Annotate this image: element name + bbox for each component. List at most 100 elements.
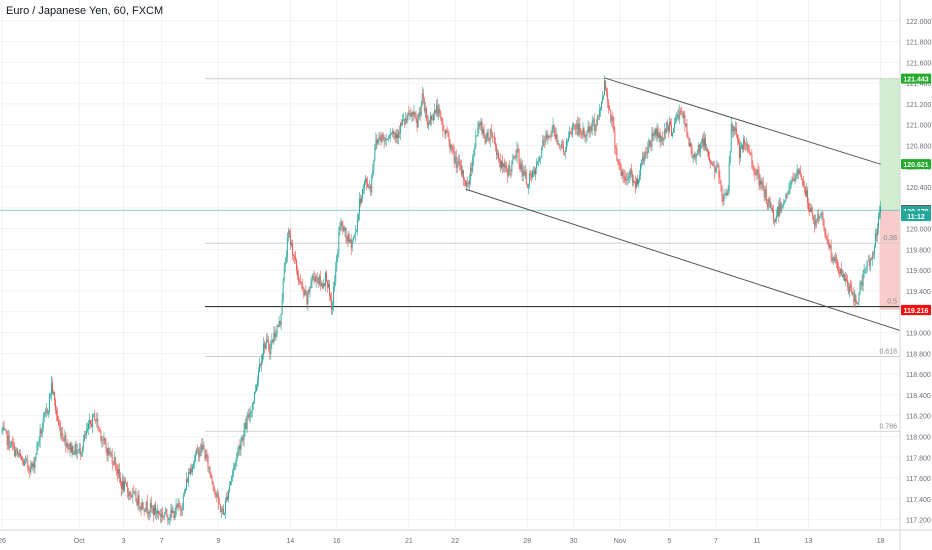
candle-body <box>477 127 479 136</box>
candle-body <box>126 482 128 487</box>
candle-body <box>777 206 779 217</box>
candle-body <box>177 503 179 508</box>
price-tag <box>901 305 931 316</box>
candle-body <box>809 209 810 212</box>
candle-body <box>1 430 3 432</box>
candle-body <box>695 154 697 158</box>
candle-body <box>751 154 753 164</box>
y-tick-label: 118.600 <box>906 372 931 379</box>
candle-body <box>530 175 532 178</box>
candle-body <box>728 162 730 192</box>
candle-body <box>76 450 78 455</box>
candle-body <box>788 189 790 194</box>
candle-body <box>643 156 645 162</box>
candle-body <box>363 187 364 189</box>
candle-body <box>139 506 141 508</box>
y-tick-label: 117.400 <box>906 497 931 504</box>
candle-body <box>412 112 414 115</box>
candle-body <box>656 128 658 136</box>
candle-body <box>179 505 181 509</box>
candle-body <box>283 266 285 281</box>
candle-body <box>476 135 478 136</box>
candle-body <box>80 452 82 455</box>
candle-body <box>175 505 177 515</box>
candle-body <box>453 150 455 163</box>
candle-body <box>849 284 851 293</box>
candle-body <box>873 246 875 255</box>
candle-body <box>87 428 88 431</box>
x-tick-label: 30 <box>570 538 578 545</box>
candle-body <box>576 123 578 130</box>
candle-body <box>259 363 260 372</box>
candle-body <box>167 515 169 520</box>
candle-body <box>254 391 256 393</box>
candle-body <box>427 122 429 126</box>
candle-body <box>204 448 206 459</box>
candle-body <box>445 130 447 135</box>
candle-body <box>572 125 574 134</box>
candle-body <box>823 219 825 229</box>
candle-body <box>390 133 392 135</box>
candle-body <box>779 203 781 216</box>
candle-body <box>509 165 511 171</box>
price-tag-label: 120.621 <box>903 162 928 169</box>
candle-body <box>33 463 35 468</box>
candle-body <box>239 445 241 450</box>
candle-body <box>805 190 807 197</box>
candle-body <box>857 302 859 304</box>
x-tick-label: 22 <box>451 538 459 545</box>
candle-body <box>742 145 744 150</box>
candle-body <box>577 123 579 135</box>
candle-body <box>2 426 4 431</box>
candle-body <box>58 420 60 426</box>
candle-body <box>551 132 553 137</box>
y-tick-label: 117.200 <box>906 518 931 525</box>
candle-body <box>690 142 692 150</box>
candle-body <box>88 423 89 429</box>
candle-body <box>436 105 438 113</box>
candle-body <box>190 468 191 474</box>
candle-body <box>676 117 678 119</box>
candle-body <box>617 160 619 162</box>
y-tick-label: 118.200 <box>906 414 931 421</box>
candle-body <box>5 429 7 432</box>
candle-body <box>553 124 555 130</box>
candle-body <box>366 178 368 183</box>
candle-body <box>62 433 64 439</box>
candle-body <box>56 410 58 415</box>
candle-body <box>627 177 629 180</box>
candle-body <box>407 112 409 120</box>
candle-body <box>872 253 874 255</box>
candle-body <box>486 132 488 141</box>
candle-body <box>115 466 117 469</box>
candle-body <box>444 130 446 135</box>
candle-body <box>611 117 613 121</box>
candle-body <box>171 509 173 513</box>
candle-body <box>355 231 357 233</box>
candle-body <box>632 180 634 183</box>
candle-body <box>664 129 666 134</box>
candle-body <box>769 202 771 208</box>
candle-body <box>796 169 798 176</box>
candle-body <box>750 154 752 155</box>
candle-body <box>527 185 529 188</box>
candle-body <box>235 462 237 464</box>
candle-body <box>317 278 319 284</box>
candle-body <box>293 254 294 257</box>
candle-body <box>725 193 727 195</box>
candle-body <box>216 494 218 497</box>
candle-body <box>208 467 210 469</box>
y-tick-label: 119.400 <box>906 289 931 296</box>
candle-body <box>674 122 676 129</box>
candle-body <box>684 114 686 126</box>
candle-body <box>396 134 397 139</box>
candle-body <box>400 123 402 133</box>
candle-body <box>83 434 85 441</box>
candle-body <box>456 162 458 168</box>
candle-body <box>625 178 627 182</box>
candle-body <box>590 126 592 131</box>
candle-body <box>25 459 27 461</box>
candle-body <box>635 181 636 188</box>
x-tick-label: 3 <box>122 538 126 545</box>
